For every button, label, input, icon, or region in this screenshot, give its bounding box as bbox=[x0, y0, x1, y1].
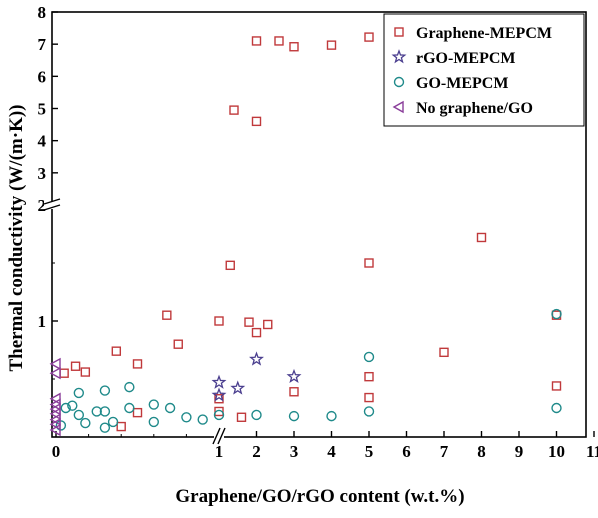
x-tick-label: 11 bbox=[586, 442, 598, 461]
x-tick-label: 0 bbox=[52, 442, 61, 461]
legend: Graphene-MEPCM rGO-MEPCM GO-MEPCM No graphe… bbox=[384, 14, 584, 126]
y-tick-label: 3 bbox=[38, 164, 47, 183]
x-tick-label: 8 bbox=[477, 442, 486, 461]
legend-label: Graphene-MEPCM bbox=[416, 25, 552, 42]
y-tick-label: 7 bbox=[38, 35, 47, 54]
legend-label: GO-MEPCM bbox=[416, 75, 508, 92]
legend-label: rGO-MEPCM bbox=[416, 50, 516, 67]
y-tick-label: 4 bbox=[38, 132, 47, 151]
y-tick-label: 6 bbox=[38, 67, 47, 86]
legend-label: No graphene/GO bbox=[416, 100, 533, 117]
x-tick-label: 3 bbox=[290, 442, 299, 461]
x-tick-label: 9 bbox=[515, 442, 524, 461]
y-tick-label: 5 bbox=[38, 100, 47, 119]
y-tick-label: 1 bbox=[38, 312, 47, 331]
y-tick-label: 8 bbox=[38, 3, 47, 22]
x-tick-label: 6 bbox=[402, 442, 411, 461]
x-tick-label: 10 bbox=[548, 442, 565, 461]
x-tick-label: 7 bbox=[440, 442, 449, 461]
x-axis-title: Graphene/GO/rGO content (w.t.%) bbox=[175, 486, 464, 507]
x-tick-label: 2 bbox=[252, 442, 261, 461]
y-axis-title: Thermal conductivity (W/(m·K)) bbox=[6, 104, 27, 371]
x-tick-label: 1 bbox=[215, 442, 224, 461]
x-tick-label: 4 bbox=[327, 442, 336, 461]
x-tick-label: 5 bbox=[365, 442, 374, 461]
